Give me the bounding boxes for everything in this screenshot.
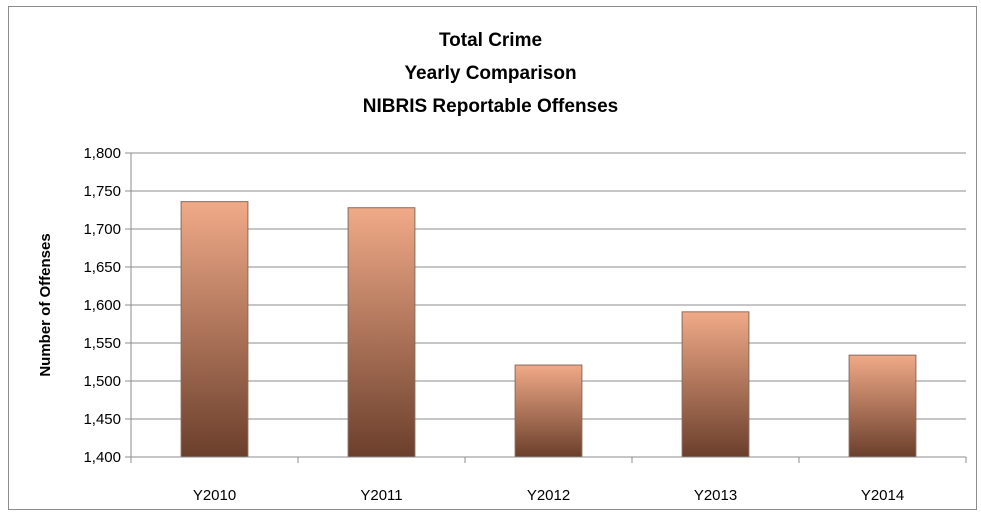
bar-y2011 xyxy=(347,207,416,458)
bar-y2010 xyxy=(180,201,249,458)
bar-y2012 xyxy=(514,364,583,458)
bars xyxy=(180,201,917,458)
chart-area xyxy=(8,6,977,510)
y-tick-label: 1,600 xyxy=(83,297,121,314)
bar-y2013 xyxy=(681,311,750,458)
y-tick-label: 1,400 xyxy=(83,449,121,466)
y-tick-label: 1,500 xyxy=(83,373,121,390)
x-tick-label: Y2012 xyxy=(527,487,570,504)
axes: 1,400 1,450 1,500 1,550 1,600 1,650 1,700 1,750… xyxy=(83,145,967,504)
x-tick-label: Y2013 xyxy=(694,487,737,504)
x-tick-label: Y2014 xyxy=(861,487,904,504)
y-tick-label: 1,700 xyxy=(83,221,121,238)
chart-title-line-1: Total Crime xyxy=(438,30,543,51)
y-tick-label: 1,650 xyxy=(83,259,121,276)
y-tick-label: 1,550 xyxy=(83,335,121,352)
y-axis-label: Number of Offenses xyxy=(37,233,54,376)
x-tick-label: Y2010 xyxy=(193,487,236,504)
chart-title-line-3: NIBRIS Reportable Offenses xyxy=(362,96,619,117)
chart-title-line-2: Yearly Comparison xyxy=(404,63,577,84)
bar-y2014 xyxy=(848,354,917,458)
x-tick-label: Y2011 xyxy=(360,487,402,504)
y-tick-label: 1,800 xyxy=(83,145,121,162)
y-tick-label: 1,450 xyxy=(83,411,121,428)
y-tick-label: 1,750 xyxy=(83,183,121,200)
